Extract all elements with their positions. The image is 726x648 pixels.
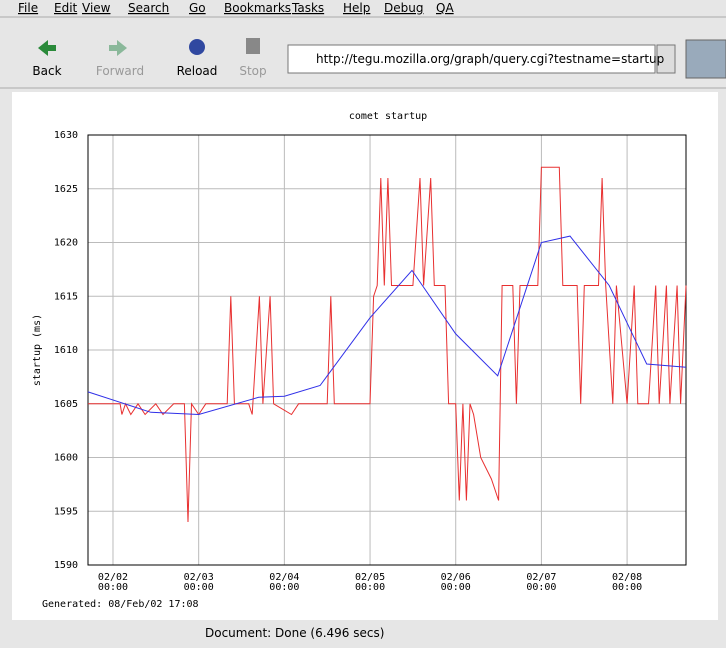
generated-note: Generated: 08/Feb/02 17:08 (42, 599, 199, 610)
screen: Document: Done (6.496 secs) Generated: 0… (0, 0, 726, 644)
menu-item[interactable]: Bookmarks (224, 1, 291, 15)
y-tick-label: 1610 (54, 345, 78, 356)
menu-item[interactable]: Edit (54, 1, 78, 15)
y-tick-label: 1595 (54, 506, 78, 517)
stop-icon[interactable] (246, 38, 260, 54)
menu-item[interactable]: QA (436, 1, 454, 15)
logo (686, 40, 726, 78)
toolbar-button[interactable]: Reload (177, 64, 218, 78)
chart-title: comet startup (349, 111, 427, 122)
y-tick-label: 1630 (54, 130, 78, 141)
y-tick-label: 1625 (54, 184, 78, 195)
menu-item[interactable]: View (82, 1, 111, 15)
toolbar-button[interactable]: Forward (96, 64, 144, 78)
toolbar-button[interactable]: Stop (239, 64, 266, 78)
menu-item[interactable]: Search (128, 1, 169, 15)
menu-item[interactable]: Go (189, 1, 206, 15)
y-tick-label: 1600 (54, 453, 78, 464)
browser-window: Document: Done (6.496 secs) Generated: 0… (0, 0, 726, 644)
y-tick-label: 1605 (54, 399, 78, 410)
url-text[interactable]: http://tegu.mozilla.org/graph/query.cgi?… (316, 52, 664, 66)
y-tick-label: 1590 (54, 560, 78, 571)
y-axis-label: startup (ms) (32, 314, 43, 386)
y-tick-label: 1620 (54, 238, 78, 249)
menu-item[interactable]: Help (343, 1, 370, 15)
menu-item[interactable]: Tasks (291, 1, 324, 15)
y-tick-label: 1615 (54, 291, 78, 302)
menu-item[interactable]: Debug (384, 1, 423, 15)
menu-item[interactable]: File (18, 1, 38, 15)
content-area (12, 92, 718, 620)
status-text: Document: Done (6.496 secs) (205, 626, 384, 640)
toolbar-button[interactable]: Back (32, 64, 61, 78)
reload-icon[interactable] (189, 39, 205, 55)
